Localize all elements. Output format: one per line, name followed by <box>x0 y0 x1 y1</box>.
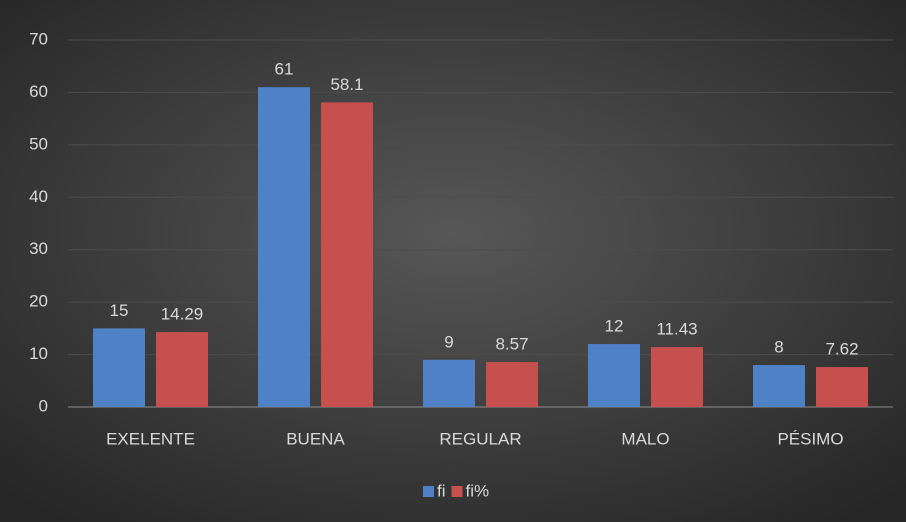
bar <box>753 365 805 407</box>
bar <box>321 102 373 407</box>
x-tick-label: EXELENTE <box>106 429 195 448</box>
bar <box>588 344 640 407</box>
legend-swatch <box>451 486 463 497</box>
data-label: 11.43 <box>656 320 697 339</box>
y-tick-label: 20 <box>29 292 48 311</box>
y-tick-label: 0 <box>39 396 48 415</box>
data-label: 61 <box>275 60 294 79</box>
y-tick-label: 30 <box>29 239 48 258</box>
x-tick-label: REGULAR <box>439 429 521 448</box>
x-tick-label: MALO <box>621 429 669 448</box>
data-label: 12 <box>605 317 624 336</box>
bar <box>651 347 703 407</box>
bar <box>816 367 868 407</box>
legend-swatch <box>423 486 434 497</box>
data-label: 8.57 <box>495 335 528 354</box>
data-label: 15 <box>110 301 129 320</box>
bar <box>486 362 538 407</box>
x-tick-label: BUENA <box>286 429 345 448</box>
bar <box>156 332 208 407</box>
data-label: 7.62 <box>825 340 858 359</box>
y-tick-label: 60 <box>29 82 48 101</box>
legend-label: fi <box>437 481 446 500</box>
legend-label: fi% <box>466 481 490 500</box>
y-tick-label: 70 <box>29 29 48 48</box>
bar <box>258 87 310 407</box>
bar <box>423 359 475 407</box>
data-label: 9 <box>444 332 453 351</box>
y-tick-label: 10 <box>29 344 48 363</box>
data-label: 14.29 <box>161 305 204 324</box>
y-tick-label: 40 <box>29 187 48 206</box>
bar <box>93 328 145 407</box>
y-tick-label: 50 <box>29 134 48 153</box>
data-label: 58.1 <box>330 75 363 94</box>
data-label: 8 <box>774 338 783 357</box>
x-tick-label: PÉSIMO <box>777 429 843 448</box>
